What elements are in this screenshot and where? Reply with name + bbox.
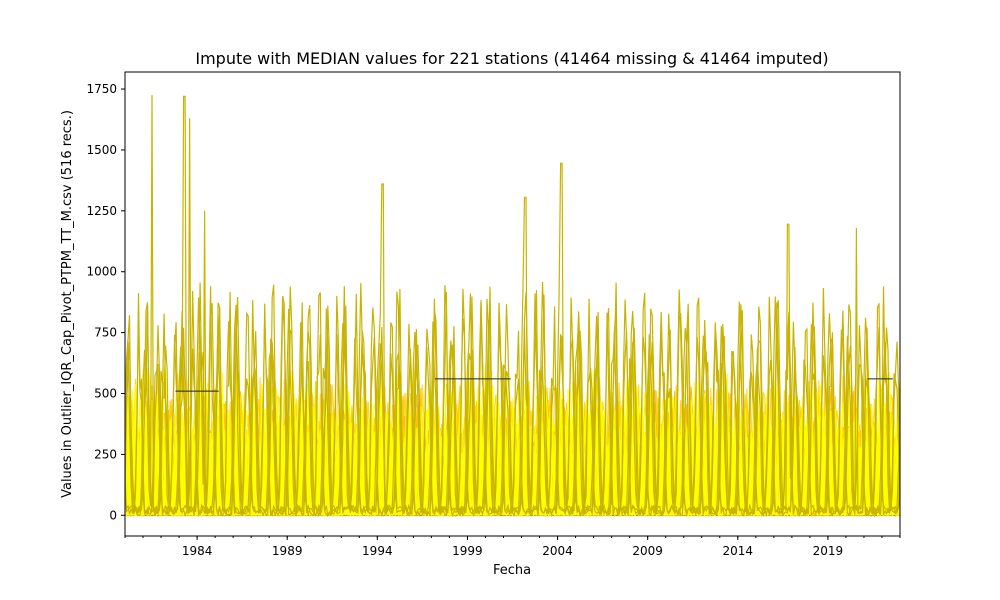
x-tick-label: 1989 <box>272 544 303 558</box>
chart-title: Impute with MEDIAN values for 221 statio… <box>195 49 828 68</box>
y-tick-label: 500 <box>94 387 117 401</box>
series-group <box>125 95 900 518</box>
series-line <box>125 285 900 518</box>
x-tick-label: 2009 <box>632 544 663 558</box>
y-tick-label: 1000 <box>86 265 117 279</box>
y-axis: 0 250 500 750 1000 1250 1500 1750 <box>86 82 125 522</box>
y-tick-label: 1750 <box>86 82 117 96</box>
y-tick-label: 1500 <box>86 143 117 157</box>
plot-frame <box>124 71 901 537</box>
x-tick-label: 2014 <box>723 544 754 558</box>
series-line <box>125 282 900 518</box>
x-tick-label: 1994 <box>362 544 393 558</box>
y-tick-label: 250 <box>94 447 117 461</box>
y-tick-label: 1250 <box>86 204 117 218</box>
x-tick-label: 1984 <box>182 544 213 558</box>
x-tick-label: 2004 <box>542 544 573 558</box>
y-axis-label: Values in Outlier_IQR_Cap_Pivot_PTPM_TT_… <box>60 110 75 498</box>
x-axis-label: Fecha <box>493 563 531 578</box>
y-tick-label: 0 <box>109 508 117 522</box>
y-tick-label: 750 <box>94 326 117 340</box>
x-tick-label: 2019 <box>813 544 844 558</box>
plot-area <box>125 95 900 518</box>
x-tick-label: 1999 <box>452 544 483 558</box>
x-axis: 1984 1989 1994 1999 2004 2009 2014 2019 <box>124 536 901 558</box>
